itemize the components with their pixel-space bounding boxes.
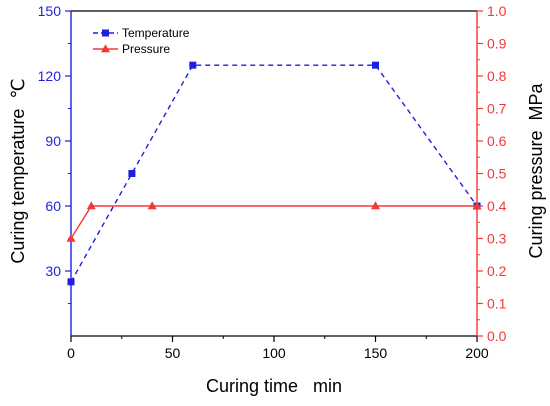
y-right-tick-label: 0.8 [487, 68, 507, 84]
y-axis-right: 0.0 0.1 0.2 0.3 0.4 0.5 0.6 0.7 0.8 0.9 1.0 [477, 3, 507, 344]
y-right-tick-label: 0.6 [487, 133, 507, 149]
legend-marker-pressure [101, 44, 110, 53]
y-right-tick-label: 0.7 [487, 101, 507, 117]
x-tick-label: 0 [67, 345, 75, 361]
y-right-tick-label: 0.5 [487, 166, 507, 182]
y-right-tick-label: 0.4 [487, 198, 507, 214]
series-temperature [67, 61, 481, 286]
y-right-tick-label: 0.3 [487, 231, 507, 247]
y-right-tick-label: 0.0 [487, 328, 507, 344]
series-temperature-line [70, 64, 478, 283]
series-pressure-point [472, 201, 482, 210]
series-pressure-line [70, 205, 477, 239]
series-layer [66, 61, 482, 286]
series-pressure-point [66, 233, 76, 242]
y-right-tick-label: 0.1 [487, 296, 507, 312]
y-left-tick-label: 30 [45, 263, 61, 279]
series-pressure-point [147, 201, 157, 210]
legend-item-pressure: Pressure [93, 42, 170, 56]
y-right-tick-label: 0.2 [487, 263, 507, 279]
y-left-tick-label: 120 [38, 68, 62, 84]
y-right-tick-label: 1.0 [487, 3, 507, 19]
y-right-tick-label: 0.9 [487, 36, 507, 52]
series-pressure-point [86, 201, 96, 210]
y-left-tick-label: 60 [45, 198, 61, 214]
series-pressure [66, 201, 482, 242]
x-axis-title: Curing time min [206, 376, 342, 396]
series-pressure-point [371, 201, 380, 210]
legend: Temperature Pressure [93, 26, 190, 56]
x-tick-label: 150 [364, 345, 388, 361]
legend-label-pressure: Pressure [122, 42, 170, 56]
x-tick-label: 100 [262, 345, 286, 361]
series-temperature-point [189, 61, 197, 69]
y-axis-left-title: Curing temperature ℃ [8, 78, 28, 263]
legend-marker-temperature [102, 29, 109, 37]
legend-item-temperature: Temperature [93, 26, 190, 40]
x-tick-label: 50 [165, 345, 181, 361]
y-left-tick-label: 150 [38, 3, 62, 19]
x-tick-label: 200 [465, 345, 489, 361]
y-axis-left: 30 60 90 120 150 [38, 3, 71, 304]
legend-label-temperature: Temperature [122, 26, 190, 40]
x-axis: 0 50 100 150 200 [67, 336, 489, 361]
series-temperature-point [128, 170, 136, 177]
series-temperature-point [67, 278, 75, 286]
y-axis-right-title: Curing pressure MPa [526, 82, 546, 258]
y-left-tick-label: 90 [45, 133, 61, 149]
series-temperature-point [372, 61, 379, 69]
